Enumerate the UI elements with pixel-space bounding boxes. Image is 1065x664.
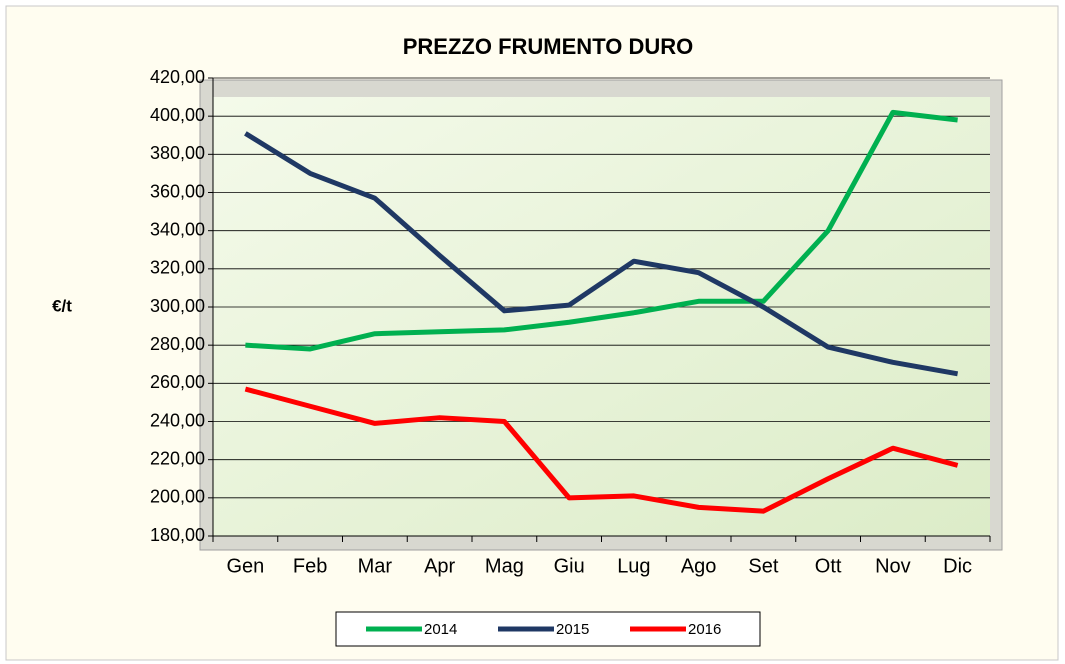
y-tick-label: 340,00	[150, 219, 205, 239]
x-tick-label: Dic	[943, 555, 972, 577]
x-tick-label: Gen	[226, 555, 264, 577]
x-tick-label: Set	[748, 555, 778, 577]
y-tick-label: 280,00	[150, 334, 205, 354]
y-tick-label: 380,00	[150, 143, 205, 163]
chart-title: PREZZO FRUMENTO DURO	[403, 34, 693, 59]
x-tick-label: Mar	[358, 555, 393, 577]
x-tick-label: Apr	[424, 555, 455, 577]
legend-label: 2014	[424, 621, 457, 638]
y-tick-label: 360,00	[150, 181, 205, 201]
y-axis-label: €/t	[52, 296, 72, 315]
legend-label: 2015	[556, 621, 589, 638]
y-tick-label: 240,00	[150, 410, 205, 430]
x-tick-label: Feb	[293, 555, 327, 577]
y-tick-label: 300,00	[150, 296, 205, 316]
legend-label: 2016	[688, 621, 721, 638]
y-tick-label: 400,00	[150, 105, 205, 125]
x-tick-label: Lug	[617, 555, 650, 577]
y-tick-label: 180,00	[150, 525, 205, 545]
y-tick-label: 220,00	[150, 448, 205, 468]
series-line	[244, 386, 959, 514]
y-tick-label: 320,00	[150, 258, 205, 278]
x-tick-label: Ago	[681, 555, 717, 577]
x-tick-label: Ott	[815, 555, 842, 577]
x-tick-label: Giu	[554, 555, 585, 577]
y-tick-label: 420,00	[150, 67, 205, 87]
x-tick-label: Mag	[485, 555, 524, 577]
series-line	[244, 131, 959, 377]
x-tick-label: Nov	[875, 555, 911, 577]
series-line	[245, 109, 958, 352]
y-tick-label: 200,00	[150, 487, 205, 507]
y-tick-label: 260,00	[150, 372, 205, 392]
